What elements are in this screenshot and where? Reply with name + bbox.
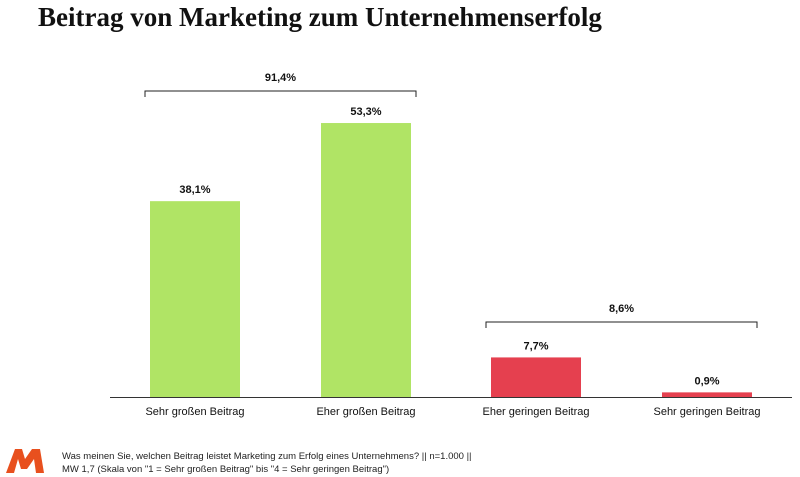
x-tick-label: Sehr großen Beitrag	[145, 406, 244, 418]
group-total-label: 8,6%	[609, 303, 634, 315]
group-bracket	[485, 321, 758, 328]
group-total-label: 91,4%	[265, 72, 296, 84]
x-tick-label: Eher geringen Beitrag	[482, 406, 589, 418]
data-label: 53,3%	[350, 106, 381, 118]
bar	[150, 201, 240, 397]
bar	[662, 392, 752, 397]
brand-logo-icon	[6, 449, 44, 473]
bar	[321, 123, 411, 398]
x-tick-label: Sehr geringen Beitrag	[653, 406, 760, 418]
footnote-question: Was meinen Sie, welchen Beitrag leistet …	[62, 451, 472, 462]
data-label: 38,1%	[179, 184, 210, 196]
bar-chart: 38,1% Sehr großen Beitrag 53,3% Eher großen…	[110, 72, 792, 418]
footnote-scale: MW 1,7 (Skala von "1 = Sehr großen Beitr…	[62, 464, 390, 475]
chart-title: Beitrag von Marketing zum Unternehmenser…	[38, 2, 602, 32]
x-tick-label: Eher großen Beitrag	[316, 406, 415, 418]
data-label: 0,9%	[694, 375, 719, 387]
data-label: 7,7%	[523, 340, 548, 352]
group-bracket	[144, 90, 417, 98]
bar	[491, 357, 581, 397]
